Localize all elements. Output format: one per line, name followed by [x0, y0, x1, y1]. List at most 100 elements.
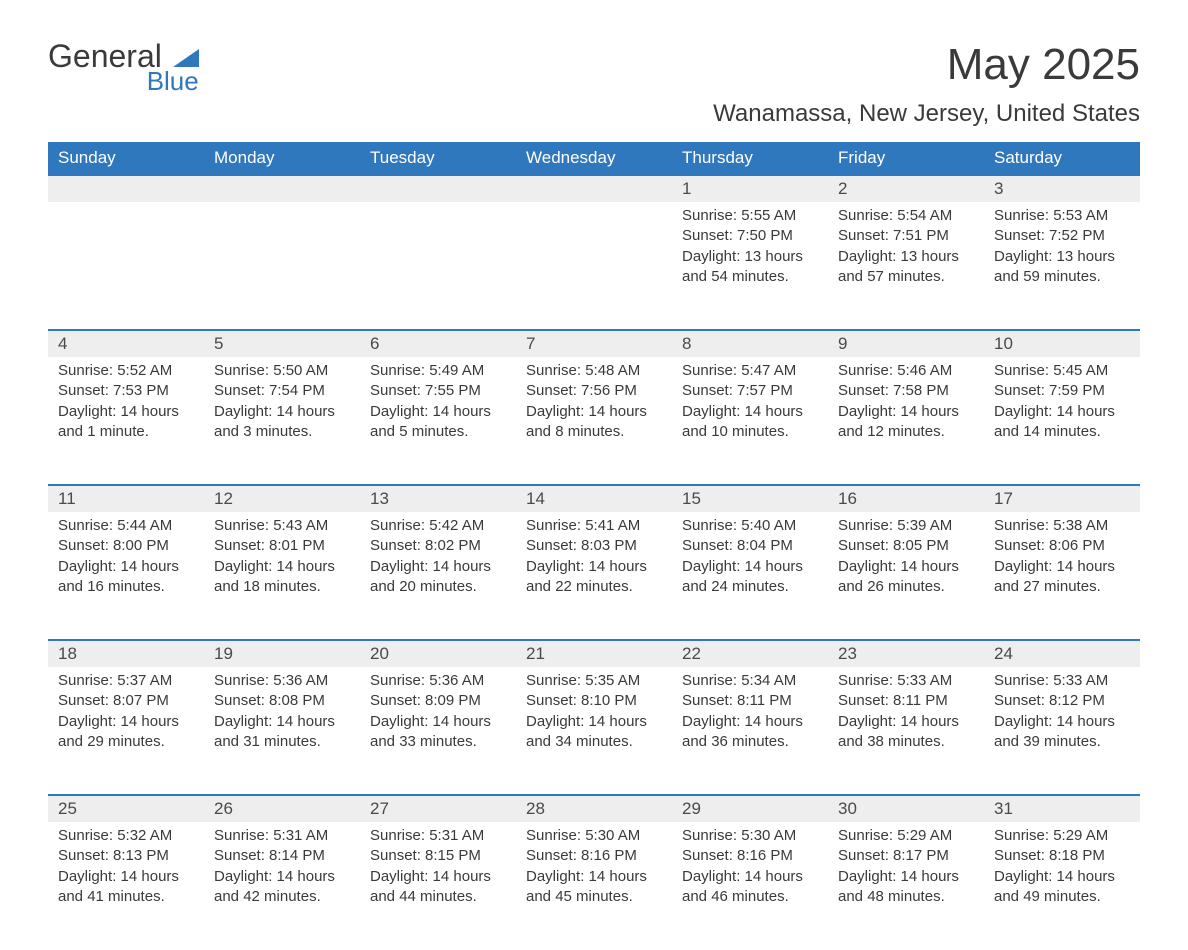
day-number: 22	[672, 640, 828, 667]
daylight-line: Daylight: 14 hours and 16 minutes.	[58, 557, 194, 598]
day-number: 6	[360, 330, 516, 357]
daylight-line: Daylight: 14 hours and 5 minutes.	[370, 402, 506, 443]
day-cell: Sunrise: 5:54 AMSunset: 7:51 PMDaylight:…	[828, 202, 984, 330]
sunrise-line: Sunrise: 5:31 AM	[370, 826, 506, 846]
sunset-line: Sunset: 8:17 PM	[838, 846, 974, 866]
day-cell: Sunrise: 5:53 AMSunset: 7:52 PMDaylight:…	[984, 202, 1140, 330]
sunrise-line: Sunrise: 5:52 AM	[58, 361, 194, 381]
day-content-row: Sunrise: 5:37 AMSunset: 8:07 PMDaylight:…	[48, 667, 1140, 795]
daylight-line: Daylight: 14 hours and 41 minutes.	[58, 867, 194, 908]
day-content-row: Sunrise: 5:32 AMSunset: 8:13 PMDaylight:…	[48, 822, 1140, 950]
sunset-line: Sunset: 8:15 PM	[370, 846, 506, 866]
day-cell: Sunrise: 5:38 AMSunset: 8:06 PMDaylight:…	[984, 512, 1140, 640]
daylight-line: Daylight: 13 hours and 54 minutes.	[682, 247, 818, 288]
day-number-row: 11121314151617	[48, 485, 1140, 512]
sunset-line: Sunset: 8:14 PM	[214, 846, 350, 866]
sunrise-line: Sunrise: 5:33 AM	[994, 671, 1130, 691]
daylight-line: Daylight: 14 hours and 14 minutes.	[994, 402, 1130, 443]
sunset-line: Sunset: 7:54 PM	[214, 381, 350, 401]
daylight-line: Daylight: 14 hours and 20 minutes.	[370, 557, 506, 598]
day-cell: Sunrise: 5:45 AMSunset: 7:59 PMDaylight:…	[984, 357, 1140, 485]
sunrise-line: Sunrise: 5:42 AM	[370, 516, 506, 536]
daylight-line: Daylight: 14 hours and 49 minutes.	[994, 867, 1130, 908]
daylight-line: Daylight: 14 hours and 27 minutes.	[994, 557, 1130, 598]
day-cell: Sunrise: 5:30 AMSunset: 8:16 PMDaylight:…	[672, 822, 828, 950]
daylight-line: Daylight: 14 hours and 31 minutes.	[214, 712, 350, 753]
day-number: 3	[984, 175, 1140, 202]
daylight-line: Daylight: 14 hours and 1 minute.	[58, 402, 194, 443]
day-number-row: 25262728293031	[48, 795, 1140, 822]
sunrise-line: Sunrise: 5:50 AM	[214, 361, 350, 381]
day-cell: Sunrise: 5:33 AMSunset: 8:11 PMDaylight:…	[828, 667, 984, 795]
day-cell: Sunrise: 5:31 AMSunset: 8:15 PMDaylight:…	[360, 822, 516, 950]
empty-day-content	[516, 202, 672, 330]
sunset-line: Sunset: 7:51 PM	[838, 226, 974, 246]
page-title: May 2025	[947, 40, 1140, 90]
sunset-line: Sunset: 8:06 PM	[994, 536, 1130, 556]
day-content-row: Sunrise: 5:44 AMSunset: 8:00 PMDaylight:…	[48, 512, 1140, 640]
day-number: 21	[516, 640, 672, 667]
empty-day-content	[204, 202, 360, 330]
day-cell: Sunrise: 5:47 AMSunset: 7:57 PMDaylight:…	[672, 357, 828, 485]
day-number: 11	[48, 485, 204, 512]
sunrise-line: Sunrise: 5:48 AM	[526, 361, 662, 381]
sunrise-line: Sunrise: 5:30 AM	[682, 826, 818, 846]
sunrise-line: Sunrise: 5:36 AM	[214, 671, 350, 691]
day-number: 10	[984, 330, 1140, 357]
empty-day-number	[360, 175, 516, 202]
day-cell: Sunrise: 5:42 AMSunset: 8:02 PMDaylight:…	[360, 512, 516, 640]
day-number: 9	[828, 330, 984, 357]
weekday-header: Friday	[828, 142, 984, 175]
day-number: 26	[204, 795, 360, 822]
day-cell: Sunrise: 5:35 AMSunset: 8:10 PMDaylight:…	[516, 667, 672, 795]
day-cell: Sunrise: 5:40 AMSunset: 8:04 PMDaylight:…	[672, 512, 828, 640]
sunset-line: Sunset: 8:12 PM	[994, 691, 1130, 711]
sunset-line: Sunset: 8:11 PM	[838, 691, 974, 711]
daylight-line: Daylight: 14 hours and 46 minutes.	[682, 867, 818, 908]
weekday-header: Sunday	[48, 142, 204, 175]
day-cell: Sunrise: 5:36 AMSunset: 8:08 PMDaylight:…	[204, 667, 360, 795]
sunset-line: Sunset: 7:57 PM	[682, 381, 818, 401]
day-number: 29	[672, 795, 828, 822]
day-number: 2	[828, 175, 984, 202]
sunset-line: Sunset: 8:04 PM	[682, 536, 818, 556]
daylight-line: Daylight: 14 hours and 33 minutes.	[370, 712, 506, 753]
sunset-line: Sunset: 8:03 PM	[526, 536, 662, 556]
daylight-line: Daylight: 14 hours and 45 minutes.	[526, 867, 662, 908]
logo-part1: General	[48, 38, 162, 74]
day-cell: Sunrise: 5:29 AMSunset: 8:18 PMDaylight:…	[984, 822, 1140, 950]
sunset-line: Sunset: 8:16 PM	[526, 846, 662, 866]
day-number: 19	[204, 640, 360, 667]
logo-text: General Blue	[48, 40, 199, 94]
day-number: 25	[48, 795, 204, 822]
daylight-line: Daylight: 14 hours and 18 minutes.	[214, 557, 350, 598]
sunrise-line: Sunrise: 5:37 AM	[58, 671, 194, 691]
weekday-header: Monday	[204, 142, 360, 175]
sunrise-line: Sunrise: 5:31 AM	[214, 826, 350, 846]
sunrise-line: Sunrise: 5:30 AM	[526, 826, 662, 846]
daylight-line: Daylight: 14 hours and 22 minutes.	[526, 557, 662, 598]
sunrise-line: Sunrise: 5:53 AM	[994, 206, 1130, 226]
day-number: 31	[984, 795, 1140, 822]
sunset-line: Sunset: 7:52 PM	[994, 226, 1130, 246]
day-number-row: 123	[48, 175, 1140, 202]
sunrise-line: Sunrise: 5:49 AM	[370, 361, 506, 381]
empty-day-content	[48, 202, 204, 330]
empty-day-number	[516, 175, 672, 202]
day-number: 23	[828, 640, 984, 667]
weekday-header-row: SundayMondayTuesdayWednesdayThursdayFrid…	[48, 142, 1140, 175]
sunset-line: Sunset: 8:09 PM	[370, 691, 506, 711]
sunset-line: Sunset: 7:58 PM	[838, 381, 974, 401]
day-number: 12	[204, 485, 360, 512]
sunset-line: Sunset: 8:07 PM	[58, 691, 194, 711]
sunset-line: Sunset: 8:00 PM	[58, 536, 194, 556]
sunrise-line: Sunrise: 5:39 AM	[838, 516, 974, 536]
daylight-line: Daylight: 13 hours and 57 minutes.	[838, 247, 974, 288]
sunset-line: Sunset: 8:16 PM	[682, 846, 818, 866]
sunset-line: Sunset: 7:56 PM	[526, 381, 662, 401]
daylight-line: Daylight: 14 hours and 29 minutes.	[58, 712, 194, 753]
day-content-row: Sunrise: 5:52 AMSunset: 7:53 PMDaylight:…	[48, 357, 1140, 485]
day-cell: Sunrise: 5:44 AMSunset: 8:00 PMDaylight:…	[48, 512, 204, 640]
daylight-line: Daylight: 14 hours and 12 minutes.	[838, 402, 974, 443]
day-cell: Sunrise: 5:29 AMSunset: 8:17 PMDaylight:…	[828, 822, 984, 950]
